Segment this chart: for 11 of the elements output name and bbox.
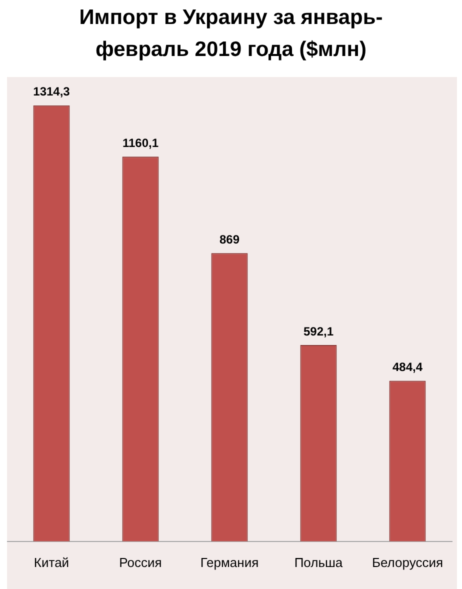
x-tick-label: Польша bbox=[294, 554, 344, 570]
x-tick-label: Россия bbox=[119, 554, 162, 570]
data-label: 1314,3 bbox=[33, 84, 70, 99]
data-label: 484,4 bbox=[392, 360, 423, 374]
x-tick-label: Германия bbox=[200, 554, 259, 570]
x-tick-label: Белоруссия bbox=[372, 554, 443, 570]
x-tick-label: Китай bbox=[34, 554, 70, 570]
data-label: 592,1 bbox=[303, 324, 334, 338]
chart-title: Импорт в Украину за январь-февраль 2019 года ($млн) bbox=[78, 5, 384, 63]
data-label: 1160,1 bbox=[122, 136, 159, 150]
data-label: 869 bbox=[219, 232, 240, 246]
